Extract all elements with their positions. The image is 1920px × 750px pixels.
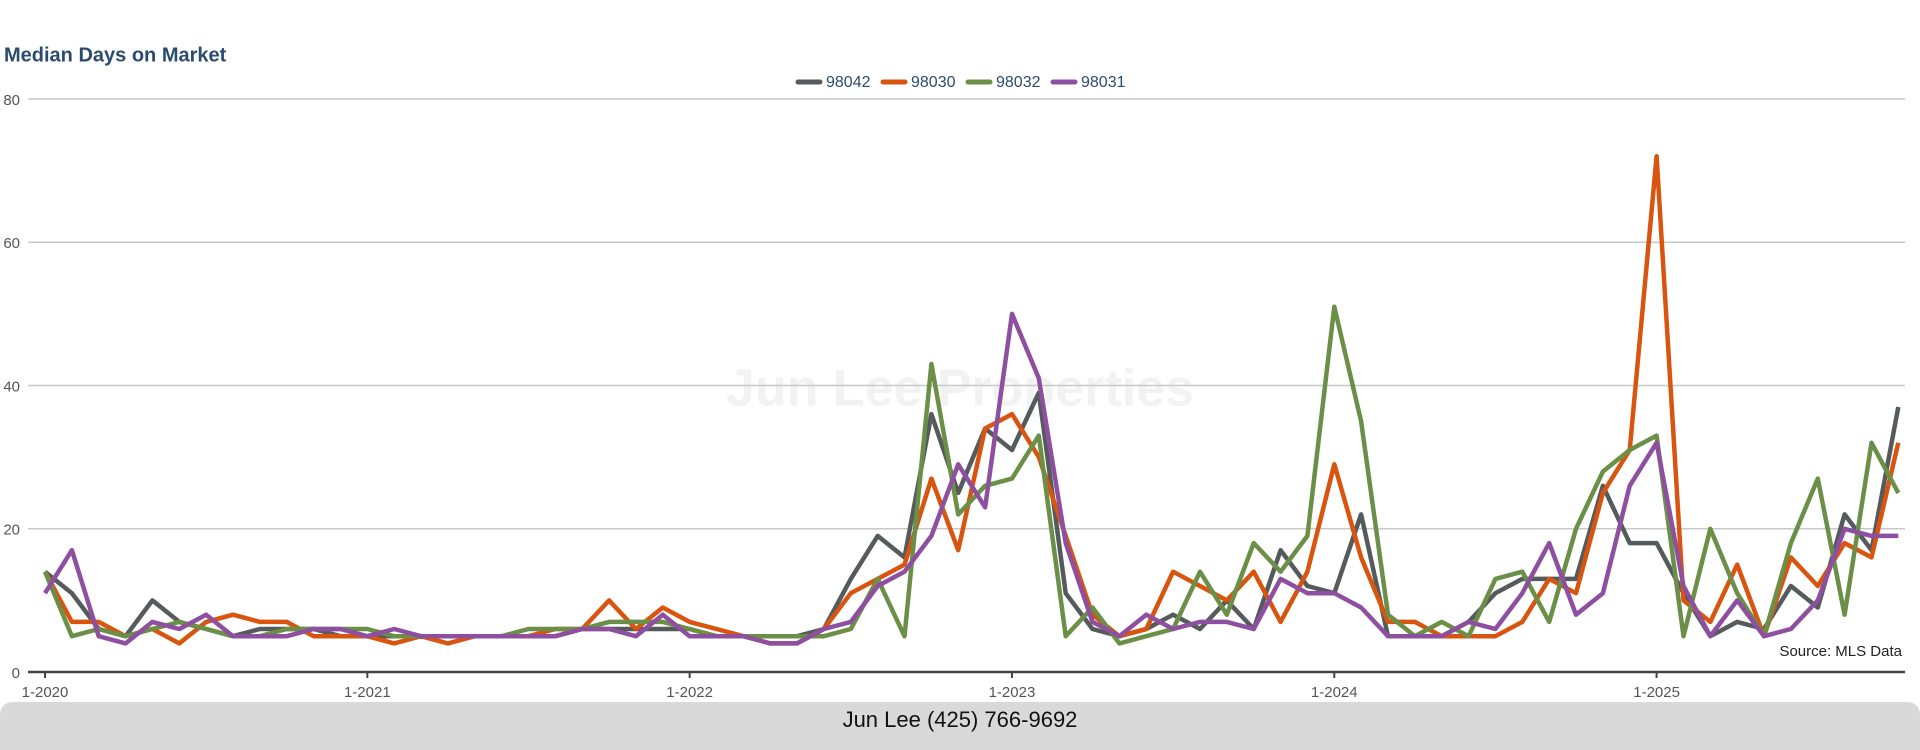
y-tick-label: 40 [3, 378, 20, 395]
x-tick-label: 1-2024 [1311, 684, 1358, 701]
series-line [43, 311, 1899, 646]
y-tick-label: 80 [3, 92, 20, 109]
x-tick-label: 1-2022 [666, 684, 713, 701]
x-tick-label: 1-2025 [1633, 684, 1680, 701]
legend-label: 98032 [996, 74, 1041, 91]
footer-bar [0, 702, 1920, 750]
y-tick-label: 0 [12, 665, 20, 682]
x-tick-label: 1-2023 [989, 684, 1036, 701]
y-tick-label: 60 [3, 235, 20, 252]
watermark: Jun Lee Properties [726, 360, 1194, 418]
source-note: Source: MLS Data [1779, 643, 1902, 660]
chart-title: Median Days on Market [4, 44, 227, 66]
legend-label: 98031 [1081, 74, 1126, 91]
series-line [42, 304, 1901, 646]
legend-label: 98042 [826, 74, 871, 91]
x-tick-label: 1-2021 [344, 684, 391, 701]
y-tick-label: 20 [3, 522, 20, 539]
legend-label: 98030 [911, 74, 956, 91]
x-tick-label: 1-2020 [22, 684, 69, 701]
footer-text: Jun Lee (425) 766-9692 [843, 707, 1078, 732]
